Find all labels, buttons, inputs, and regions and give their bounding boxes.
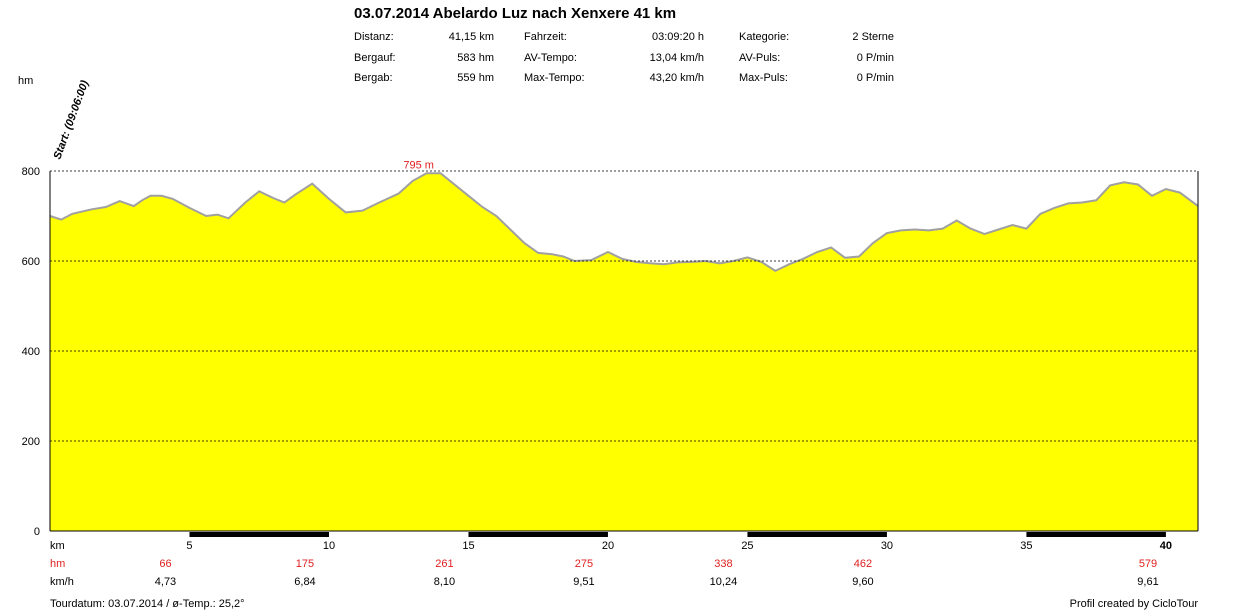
distance-bar-15 — [468, 532, 608, 537]
segment-kmh-30: 9,60 — [852, 576, 873, 588]
y-tick-label-400: 400 — [22, 346, 40, 358]
plot-area — [49, 172, 1199, 532]
segment-kmh-20: 9,51 — [573, 576, 594, 588]
x-tick-label-40: 40 — [1160, 540, 1172, 552]
distance-bar-5 — [189, 532, 329, 537]
x-tick-label-5: 5 — [186, 540, 192, 552]
stat-label-av-puls: AV-Puls: — [739, 52, 781, 64]
stat-value-distanz: 41,15 km — [448, 31, 494, 43]
segment-kmh-25: 10,24 — [710, 576, 738, 588]
grid-lines — [50, 170, 1198, 442]
stat-value-bergauf: 583 hm — [457, 52, 494, 64]
stat-label-av-tempo: AV-Tempo: — [524, 52, 577, 64]
stat-label-kategorie: Kategorie: — [739, 31, 790, 43]
stat-value-max-tempo: 43,20 km/h — [649, 72, 704, 84]
segment-hm-25: 338 — [714, 558, 732, 570]
stat-label-bergab: Bergab: — [354, 72, 393, 84]
y-tick-label-600: 600 — [22, 256, 40, 268]
stat-value-fahrzeit: 03:09:20 h — [652, 31, 704, 43]
stat-value-av-puls: 0 P/min — [856, 52, 894, 64]
segment-hm-20: 275 — [575, 558, 593, 570]
y-axis-unit: hm — [18, 75, 33, 87]
stat-value-kategorie: 2 Sterne — [852, 31, 894, 43]
segment-hm-30: 462 — [854, 558, 872, 570]
axes — [49, 171, 1199, 537]
x-tick-label-25: 25 — [741, 540, 753, 552]
stat-label-max-tempo: Max-Tempo: — [524, 72, 585, 84]
row-label-hm: hm — [50, 558, 65, 570]
x-tick-label-30: 30 — [881, 540, 893, 552]
stat-label-bergauf: Bergauf: — [354, 52, 396, 64]
segment-hm-10: 175 — [296, 558, 314, 570]
max-elevation-label: 795 m — [403, 159, 434, 171]
y-tick-label-800: 800 — [22, 166, 40, 178]
segment-hm-40: 579 — [1139, 558, 1157, 570]
x-tick-label-10: 10 — [323, 540, 335, 552]
stat-label-max-puls: Max-Puls: — [739, 72, 788, 84]
elevation-area — [50, 173, 1198, 532]
start-label: Start: (09:06:00) — [52, 78, 92, 161]
y-tick-label-200: 200 — [22, 436, 40, 448]
page-title: 03.07.2014 Abelardo Luz nach Xenxere 41 … — [354, 5, 677, 22]
stat-value-max-puls: 0 P/min — [856, 72, 894, 84]
x-tick-label-35: 35 — [1020, 540, 1032, 552]
elevation-line — [49, 172, 1199, 273]
stat-value-av-tempo: 13,04 km/h — [649, 52, 704, 64]
segment-hm-15: 261 — [435, 558, 453, 570]
segment-kmh-40: 9,61 — [1137, 576, 1158, 588]
stat-value-bergab: 559 hm — [457, 72, 494, 84]
footer-left: Tourdatum: 03.07.2014 / ø-Temp.: 25,2° — [50, 598, 245, 610]
row-label-kmh: km/h — [50, 576, 74, 588]
segment-kmh-10: 6,84 — [294, 576, 315, 588]
distance-bar-35 — [1026, 532, 1166, 537]
stat-label-fahrzeit: Fahrzeit: — [524, 31, 567, 43]
y-tick-label-0: 0 — [34, 526, 40, 538]
segment-hm-5: 66 — [159, 558, 171, 570]
stat-label-distanz: Distanz: — [354, 31, 394, 43]
segment-kmh-5: 4,73 — [155, 576, 176, 588]
segment-kmh-15: 8,10 — [434, 576, 455, 588]
distance-bar-25 — [747, 532, 887, 537]
x-tick-label-15: 15 — [462, 540, 474, 552]
footer-right: Profil created by CicloTour — [1069, 598, 1198, 610]
x-axis-unit: km — [50, 540, 65, 552]
x-tick-label-20: 20 — [602, 540, 614, 552]
